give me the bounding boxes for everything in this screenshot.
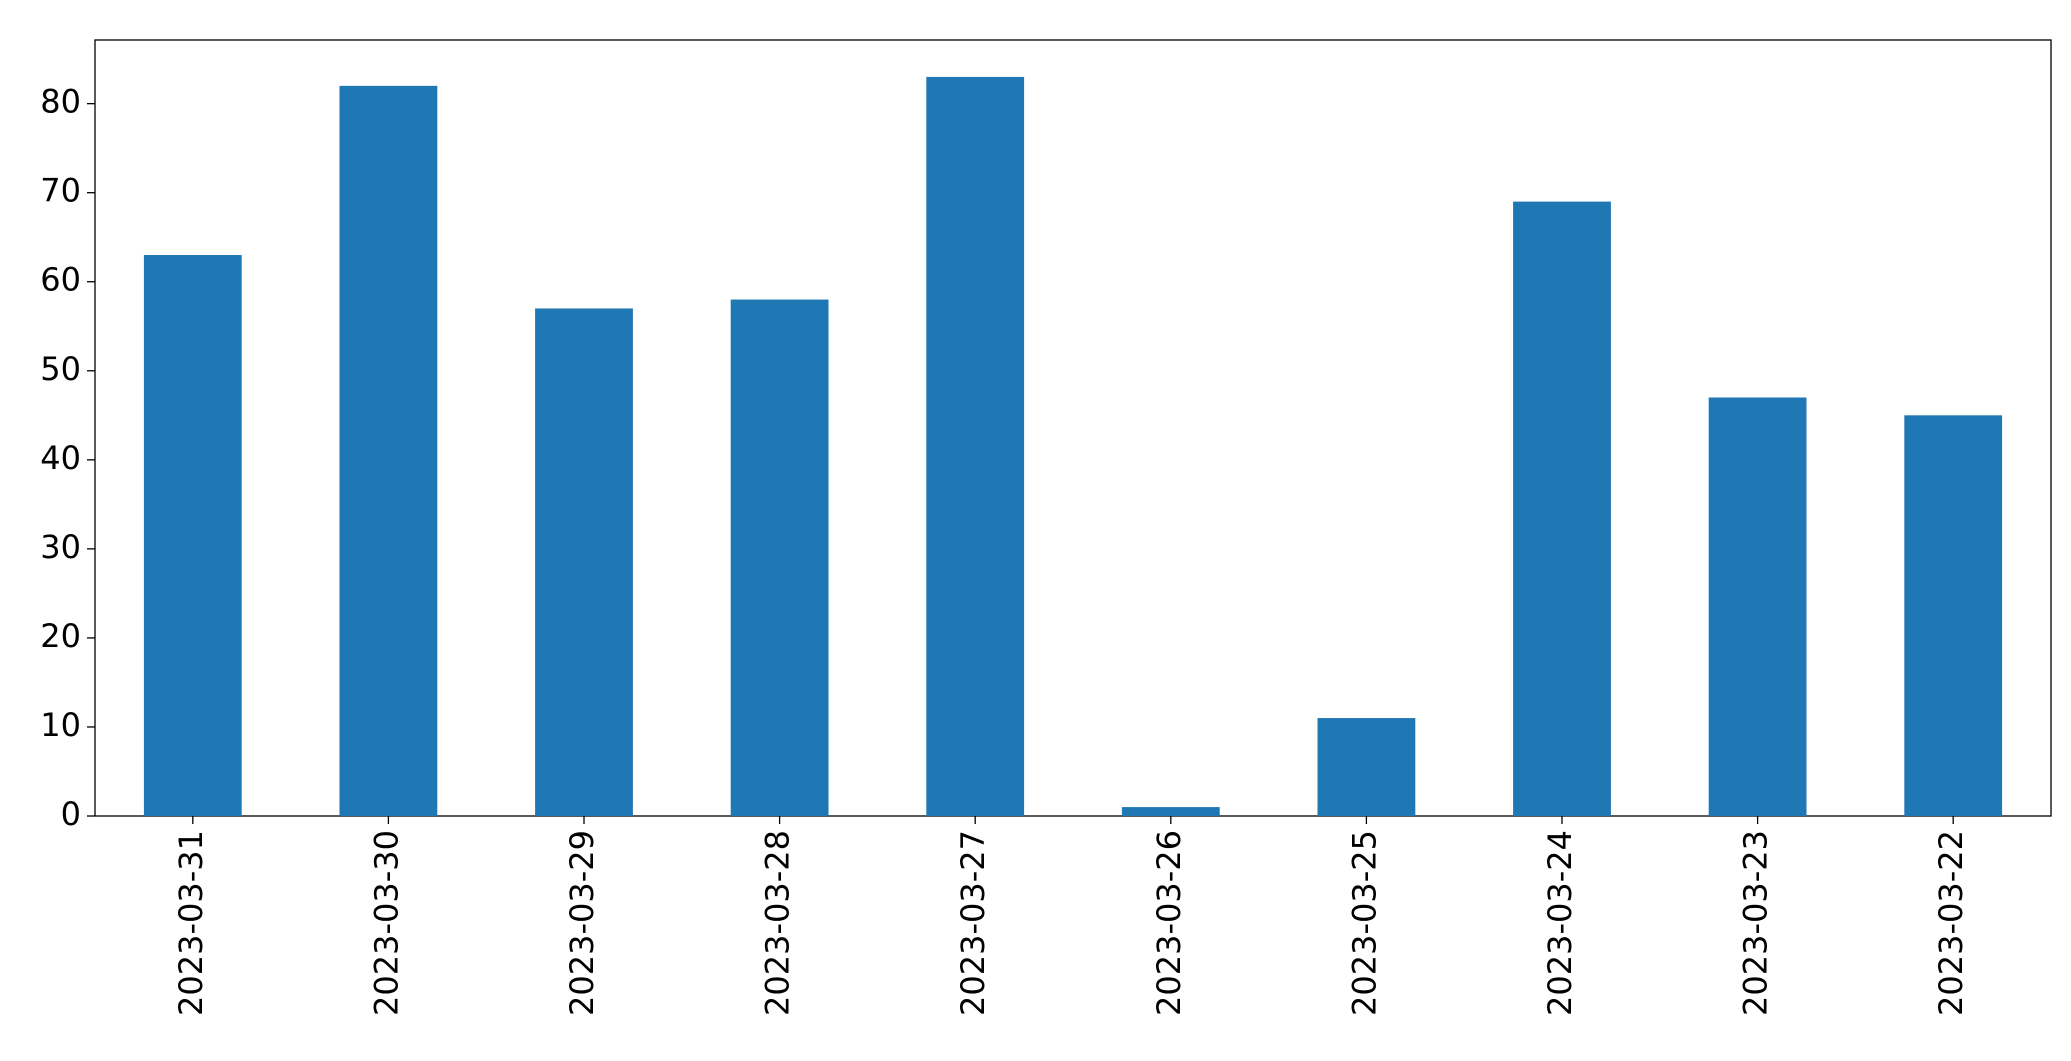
x-tick-label: 2023-03-27 [954,830,992,1016]
y-tick-label: 40 [40,439,81,477]
y-tick-label: 70 [40,172,81,210]
bar [339,85,438,816]
y-tick-label: 20 [40,617,81,655]
y-tick-label: 0 [61,795,81,833]
y-tick-label: 10 [40,706,81,744]
y-tick-label: 80 [40,83,81,121]
bar [1317,718,1416,816]
plot-frame [94,39,2052,817]
x-tick-label: 2023-03-25 [1345,830,1383,1016]
x-tick-label: 2023-03-22 [1932,830,1970,1016]
bar [1904,415,2003,816]
bar [1513,201,1611,816]
x-tick-label: 2023-03-30 [367,830,405,1016]
x-tick-label: 2023-03-31 [172,830,210,1016]
x-tick-label: 2023-03-23 [1737,830,1775,1016]
bar [143,255,242,817]
y-tick-label: 30 [40,528,81,566]
x-tick-label: 2023-03-24 [1541,830,1579,1016]
bar [1121,807,1220,816]
x-tick-label: 2023-03-26 [1150,830,1188,1016]
x-tick-label: 2023-03-29 [563,830,601,1016]
bar [1708,397,1807,816]
bar [535,308,633,816]
bar [926,76,1025,816]
x-tick-label: 2023-03-28 [759,830,797,1016]
bar [730,299,829,816]
y-tick-label: 50 [40,350,81,388]
y-tick-label: 60 [40,261,81,299]
